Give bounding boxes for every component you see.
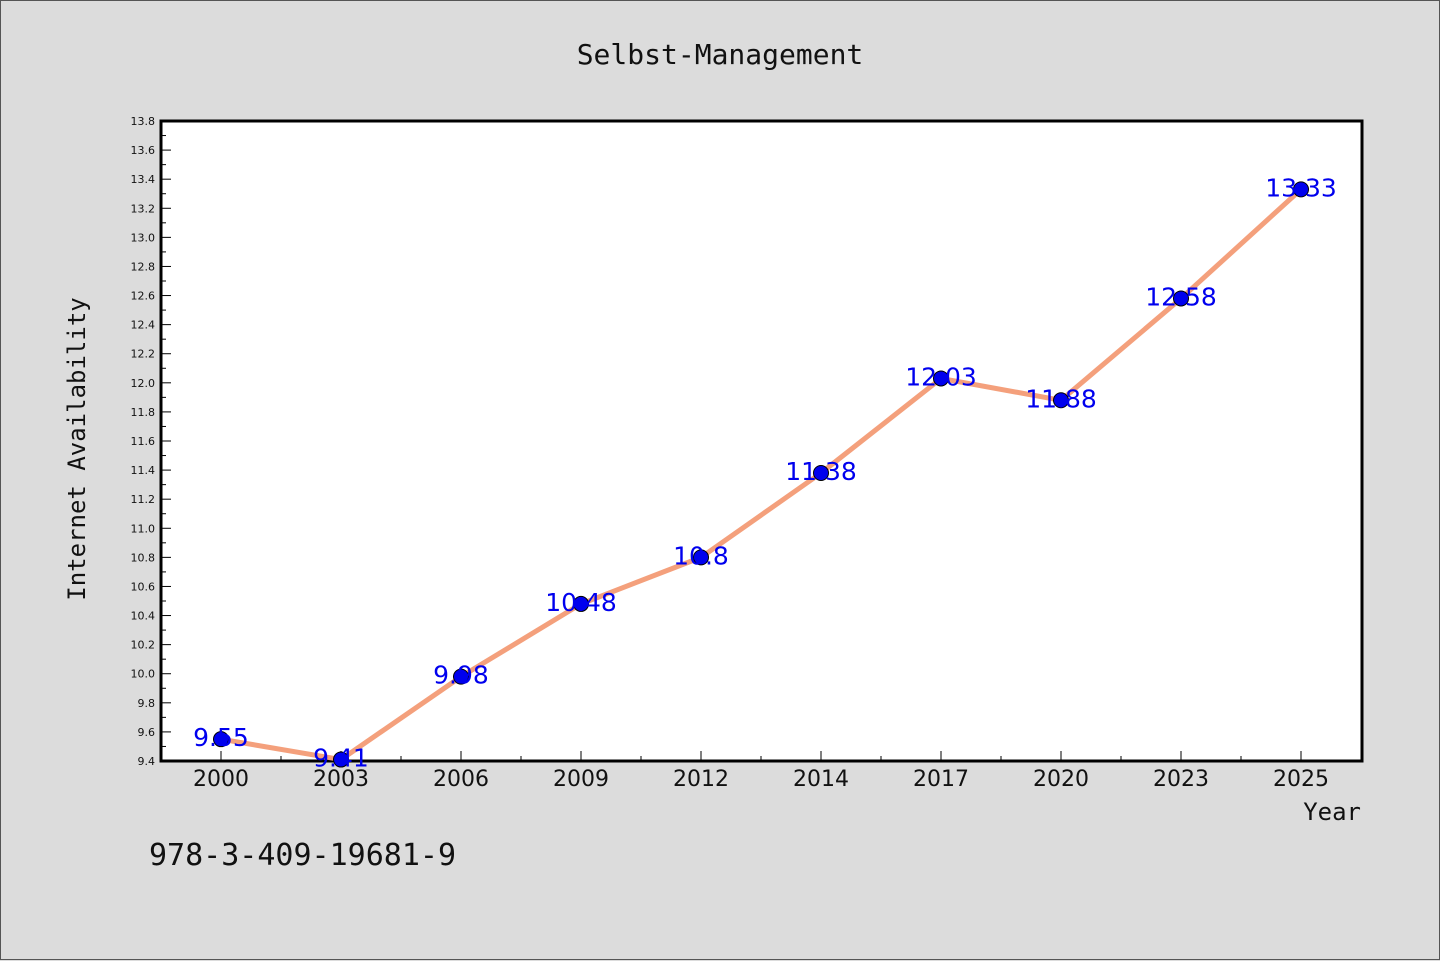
x-tick-label: 2006 xyxy=(433,767,489,792)
data-label: 12.58 xyxy=(1145,282,1217,311)
data-label: 11.38 xyxy=(785,457,857,486)
y-tick-label: 9.4 xyxy=(138,755,156,768)
y-tick-label: 12.8 xyxy=(131,260,156,273)
x-tick-label: 2017 xyxy=(913,767,969,792)
series-line xyxy=(218,186,1304,763)
data-point xyxy=(573,595,589,612)
plot-area xyxy=(159,119,1364,763)
y-tick-label: 10.2 xyxy=(131,639,156,652)
data-point xyxy=(333,751,349,768)
data-label: 9.41 xyxy=(313,744,369,773)
y-tick-label: 12.0 xyxy=(131,377,156,390)
data-label: 10.8 xyxy=(673,541,729,570)
data-point xyxy=(1293,181,1309,198)
y-tick-label: 11.2 xyxy=(131,493,156,506)
y-tick-label: 11.0 xyxy=(131,522,156,535)
data-point xyxy=(813,465,829,481)
y-tick-label: 9.6 xyxy=(138,726,156,739)
y-tick-label: 12.4 xyxy=(131,319,156,332)
y-axis-label: Internet Availability xyxy=(63,297,91,600)
data-point xyxy=(1173,290,1189,307)
isbn-text: 978-3-409-19681-9 xyxy=(149,838,456,873)
y-tick-label: 13.2 xyxy=(131,202,156,215)
data-label: 9.98 xyxy=(433,661,489,690)
y-tick-label: 11.6 xyxy=(131,435,156,448)
y-tick-label: 13.8 xyxy=(131,115,156,128)
data-label: 11.88 xyxy=(1025,384,1097,413)
data-point xyxy=(933,370,949,387)
chart-title: Selbst-Management xyxy=(577,38,864,71)
y-tick-label: 10.0 xyxy=(131,668,156,681)
y-tick-label: 10.6 xyxy=(131,580,156,593)
y-tick-label: 11.8 xyxy=(131,406,156,419)
x-tick-label: 2014 xyxy=(793,767,849,792)
data-point xyxy=(213,731,229,748)
data-label: 9.55 xyxy=(193,723,249,752)
y-tick-label: 13.4 xyxy=(131,173,156,186)
data-labels: 9.55 9.41 9.98 10.48 10.8 11.38 12.03 11.88 12.5… xyxy=(193,173,1337,772)
data-point xyxy=(1053,392,1069,409)
data-point xyxy=(453,668,469,685)
x-tick-label: 2025 xyxy=(1273,767,1329,792)
y-tick-label: 9.8 xyxy=(138,697,156,710)
y-tick-label: 13.6 xyxy=(131,144,156,157)
y-tick-label: 11.4 xyxy=(131,464,156,477)
x-tick-label: 2003 xyxy=(313,767,369,792)
data-label: 12.03 xyxy=(905,362,977,391)
y-tick-label: 13.0 xyxy=(131,231,156,244)
x-tick-label: 2000 xyxy=(193,767,249,792)
data-label: 13.33 xyxy=(1265,173,1337,202)
y-tick-label: 12.2 xyxy=(131,348,156,361)
y-tick-label: 10.4 xyxy=(131,610,156,623)
data-label: 10.48 xyxy=(545,588,617,617)
x-tick-label: 2009 xyxy=(553,767,609,792)
x-tick-label: 2012 xyxy=(673,767,729,792)
y-axis: 9.4 9.6 9.8 10.0 10.2 10.4 10.6 10.8 11.0 11.2 11.… xyxy=(131,115,171,768)
series-line-group xyxy=(213,181,1309,768)
x-axis: 2000 2003 2006 2009 2012 2014 2017 2020 2023 2025 xyxy=(193,751,1329,792)
data-point xyxy=(693,549,709,566)
x-axis-label: Year xyxy=(1303,798,1361,826)
y-tick-label: 10.8 xyxy=(131,551,156,564)
x-tick-label: 2023 xyxy=(1153,767,1209,792)
x-tick-label: 2020 xyxy=(1033,767,1089,792)
y-tick-label: 12.6 xyxy=(131,290,156,303)
